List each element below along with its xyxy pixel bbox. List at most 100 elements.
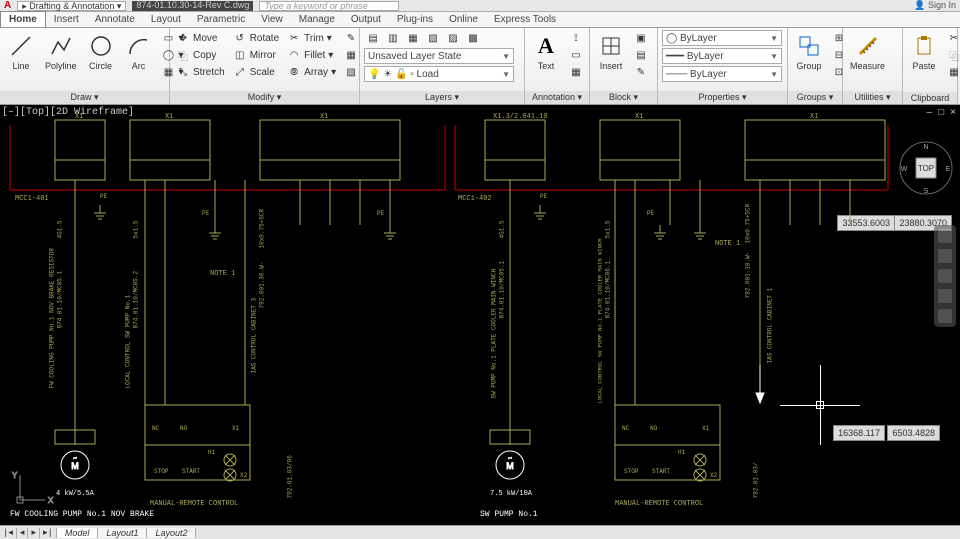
move-button[interactable]: ✥Move	[174, 30, 227, 46]
circle-button[interactable]: Circle	[84, 30, 118, 73]
motor2-desc: SW PUMP No.1	[480, 510, 538, 519]
layer-btn-5[interactable]: ▨	[444, 30, 462, 46]
svg-text:X: X	[48, 496, 54, 505]
tab-annotate[interactable]: Annotate	[87, 12, 143, 27]
copy-clip-button[interactable]: ⿻	[945, 47, 960, 63]
ribbon: Line Polyline Circle Arc ▭▾ ◯▾ ▦▾ Draw ▾…	[0, 28, 960, 105]
mcc1-label: MCC1-401	[15, 195, 49, 203]
panel-annotation-title[interactable]: Annotation ▾	[525, 91, 589, 104]
layer-btn-3[interactable]: ▦	[404, 30, 422, 46]
x1s-2: X1	[702, 425, 709, 432]
trim-button[interactable]: ✂Trim ▾	[285, 30, 338, 46]
tab-plugins[interactable]: Plug-ins	[389, 12, 441, 27]
block-2[interactable]: ▤	[632, 47, 650, 63]
mirror-button[interactable]: ◫Mirror	[231, 47, 281, 63]
tab-manage[interactable]: Manage	[291, 12, 343, 27]
layer-load-combo[interactable]: 💡 ☀ 🔓 ▫ Load▼	[364, 66, 514, 82]
paste-button[interactable]: Paste	[907, 30, 941, 73]
vtext3: IAS CONTROL CABINET 3	[251, 298, 258, 374]
drawing-canvas[interactable]: [–][Top][2D Wireframe] – □ × TOP N S E W…	[0, 105, 960, 525]
layer-state-combo[interactable]: Unsaved Layer State▼	[364, 48, 514, 64]
panel-groups-title[interactable]: Groups ▾	[788, 91, 842, 104]
layer-btn-4[interactable]: ▧	[424, 30, 442, 46]
vtext6: IAS CONTROL CABINET 1	[767, 288, 774, 364]
no-2: NO	[650, 425, 657, 432]
cut-button[interactable]: ✂	[945, 30, 960, 46]
panel-modify-title[interactable]: Modify ▾	[170, 91, 359, 104]
tab-parametric[interactable]: Parametric	[189, 12, 253, 27]
x1-6: X1	[810, 113, 818, 121]
vtext4: SW PUMP No.1 PLATE COOLER MAIN WINCH	[491, 269, 498, 399]
rotate-button[interactable]: ↺Rotate	[231, 30, 281, 46]
modeltab-layout1[interactable]: Layout1	[98, 528, 147, 538]
x2-2: X2	[710, 472, 717, 479]
h1-1: H1	[208, 449, 215, 456]
pe-1: PE	[100, 193, 107, 200]
anno-2[interactable]: ▭	[567, 47, 585, 63]
pe-5: PE	[647, 210, 654, 217]
color-combo[interactable]: ◯ ByLayer▼	[662, 30, 782, 46]
svg-text:Y: Y	[12, 471, 18, 480]
vtext5: LOCAL CONTROL SW PUMP No.1 PLATE COOLER …	[597, 238, 604, 403]
array-button[interactable]: ⦾Array ▾	[285, 64, 338, 80]
group-button[interactable]: Group	[792, 30, 826, 73]
tab-insert[interactable]: Insert	[46, 12, 87, 27]
stretch-button[interactable]: ⤡Stretch	[174, 64, 227, 80]
modeltab-last[interactable]: ▸|	[40, 528, 57, 538]
panel-block-title[interactable]: Block ▾	[590, 91, 657, 104]
modeltab-prev[interactable]: ◂	[17, 528, 29, 538]
sign-in[interactable]: 👤 Sign In	[914, 0, 956, 11]
panel-clipboard-title: Clipboard	[903, 92, 957, 104]
insert-button[interactable]: Insert	[594, 30, 628, 73]
modeltab-model[interactable]: Model	[57, 528, 99, 538]
workspace-combo[interactable]: ▸ Drafting & Annotation ▾	[17, 1, 126, 11]
tab-view[interactable]: View	[253, 12, 291, 27]
block-3[interactable]: ✎	[632, 64, 650, 80]
copy-button[interactable]: ⿻Copy	[174, 47, 227, 63]
text-button[interactable]: AText	[529, 30, 563, 73]
modeltab-layout2[interactable]: Layout2	[147, 528, 196, 538]
search-input[interactable]: Type a keyword or phrase	[259, 1, 399, 11]
polyline-button[interactable]: Polyline	[42, 30, 80, 73]
v1: 4G1.5	[57, 220, 64, 238]
scale-button[interactable]: ⤢Scale	[231, 64, 281, 80]
v6: 10x0.75+SCR	[745, 204, 752, 244]
anno-3[interactable]: ▦	[567, 64, 585, 80]
anno-1[interactable]: ⟟	[567, 30, 585, 46]
modify-extra-2[interactable]: ▦	[342, 47, 360, 63]
filename-label: 874-01.10.30-14-Rev C.dwg	[132, 1, 253, 11]
linetype-combo[interactable]: ─── ByLayer▼	[662, 66, 782, 82]
layer-btn-2[interactable]: ▥	[384, 30, 402, 46]
modify-extra-1[interactable]: ✎	[342, 30, 360, 46]
modify-extra-3[interactable]: ▨	[342, 64, 360, 80]
modeltab-next[interactable]: ▸	[28, 528, 40, 538]
panel-utilities-title[interactable]: Utilities ▾	[843, 91, 902, 104]
panel-properties-title[interactable]: Properties ▾	[658, 91, 787, 104]
layer-btn-1[interactable]: ▤	[364, 30, 382, 46]
fillet-button[interactable]: ◠Fillet ▾	[285, 47, 338, 63]
measure-button[interactable]: Measure	[847, 30, 888, 73]
panel-layers-title[interactable]: Layers ▾	[360, 91, 524, 104]
panel-draw-title[interactable]: Draw ▾	[0, 91, 169, 104]
block-1[interactable]: ▣	[632, 30, 650, 46]
tab-home[interactable]: Home	[0, 11, 46, 27]
x1-1: X1	[75, 113, 83, 121]
cable5: 874.01.10/MC06.1	[605, 261, 612, 319]
cable2: 874.01.10/MC05.2	[133, 271, 140, 329]
tab-express[interactable]: Express Tools	[486, 12, 564, 27]
line-button[interactable]: Line	[4, 30, 38, 73]
quick-access-toolbar: A ▸ Drafting & Annotation ▾ 874-01.10.30…	[0, 0, 960, 12]
match-button[interactable]: ▦	[945, 64, 960, 80]
lineweight-combo[interactable]: ━━━ ByLayer▼	[662, 48, 782, 64]
schematic-svg: M~ M~ YX	[0, 105, 960, 525]
start-1: START	[182, 468, 200, 475]
modeltab-first[interactable]: |◂	[0, 528, 17, 538]
x12-label: X1.3/2.041.10	[493, 113, 548, 121]
tab-online[interactable]: Online	[441, 12, 486, 27]
layer-btn-6[interactable]: ▩	[464, 30, 482, 46]
motor1-kw: 4 kW/5.5A	[56, 490, 94, 498]
tab-output[interactable]: Output	[343, 12, 389, 27]
arc-button[interactable]: Arc	[122, 30, 156, 73]
model-layout-tabs: |◂ ◂ ▸ ▸| Model Layout1 Layout2	[0, 525, 960, 539]
tab-layout[interactable]: Layout	[143, 12, 189, 27]
